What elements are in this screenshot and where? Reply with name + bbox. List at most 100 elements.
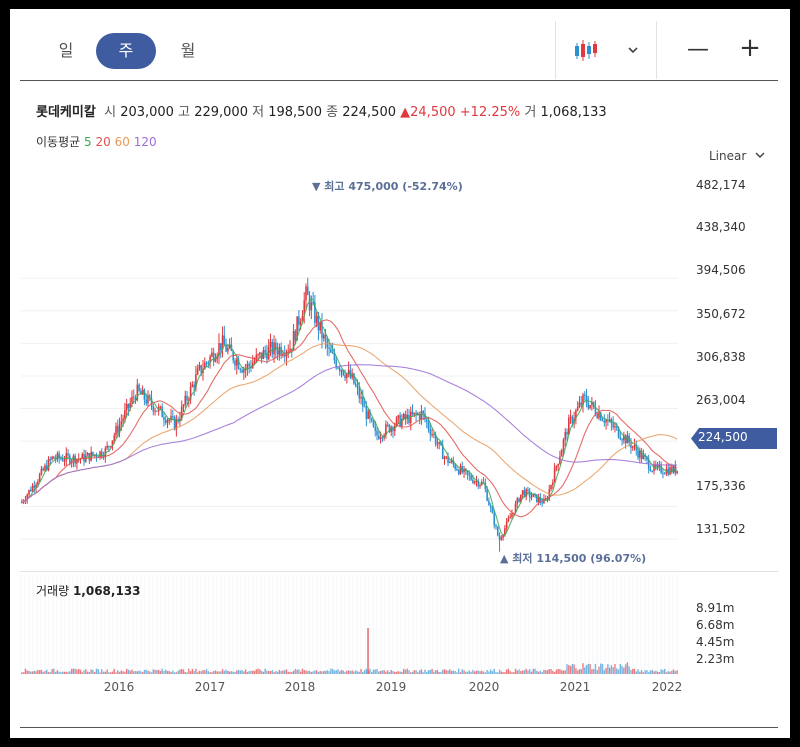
- candle-body: [266, 352, 268, 360]
- candle-body: [35, 484, 37, 488]
- volume-bar: [401, 671, 403, 674]
- candle-body: [319, 322, 322, 331]
- volume-bar: [78, 668, 80, 674]
- candle-body: [354, 383, 357, 386]
- volume-bar: [79, 669, 82, 674]
- candle-body: [527, 489, 529, 492]
- candle-body: [559, 456, 561, 464]
- candle-body: [292, 331, 295, 351]
- candle-body: [239, 368, 242, 370]
- candle-body: [26, 494, 29, 501]
- zoom-in-button[interactable]: +: [739, 33, 761, 63]
- volume-bar: [534, 668, 536, 674]
- scale-dropdown[interactable]: Linear: [709, 149, 766, 163]
- volume-bar: [381, 670, 384, 674]
- volume-bar: [644, 670, 646, 674]
- candle-body: [305, 286, 307, 301]
- volume-bar: [623, 667, 625, 674]
- candle-body: [191, 384, 194, 387]
- candle-body: [640, 450, 643, 459]
- volume-bar: [568, 665, 570, 674]
- candle-body: [81, 454, 84, 459]
- candle-body: [637, 450, 639, 458]
- volume-bar: [285, 669, 288, 674]
- zoom-out-button[interactable]: —: [687, 37, 709, 62]
- candle-body: [647, 459, 650, 470]
- volume-bar: [548, 669, 550, 674]
- volume-bar: [147, 670, 149, 674]
- volume-bar: [495, 672, 497, 674]
- volume-bar: [655, 670, 657, 674]
- candle-body: [253, 361, 256, 364]
- volume-bar: [102, 671, 105, 674]
- volume-bar: [466, 671, 469, 674]
- candle-body: [116, 426, 119, 433]
- volume-bar: [173, 672, 176, 674]
- volume-bar: [51, 669, 53, 674]
- volume-bar: [241, 670, 243, 674]
- volume-bar: [172, 670, 174, 674]
- volume-bar: [140, 671, 142, 674]
- volume-bar: [280, 671, 282, 674]
- tab-day[interactable]: 일: [58, 41, 74, 60]
- candle-body: [51, 456, 53, 460]
- candle-body: [552, 482, 554, 486]
- volume-bar: [557, 668, 559, 674]
- volume-bar: [253, 670, 256, 674]
- volume-bar: [37, 669, 39, 674]
- candle-body: [134, 397, 137, 401]
- volume-bar: [461, 669, 463, 674]
- candle-body: [395, 417, 398, 426]
- y-tick-label: 306,838: [696, 350, 746, 364]
- candle-body: [614, 426, 616, 428]
- close-value: 224,500: [342, 105, 396, 120]
- volume-bar: [463, 670, 465, 674]
- volume-bar: [591, 669, 593, 674]
- candle-body: [283, 355, 286, 357]
- volume-bar: [62, 671, 64, 674]
- candle-body: [408, 414, 410, 424]
- volume-bar: [374, 669, 376, 674]
- volume-bar: [600, 663, 602, 674]
- tab-week[interactable]: 주: [96, 33, 156, 69]
- volume-bar: [450, 670, 453, 674]
- candle-body: [489, 505, 492, 508]
- volume-bar: [186, 672, 188, 674]
- volume-bar: [674, 671, 677, 674]
- candle-body: [656, 465, 659, 468]
- volume-bar: [104, 671, 107, 674]
- volume-bar: [282, 670, 284, 674]
- candle-body: [655, 464, 657, 468]
- volume-bar: [193, 670, 195, 674]
- candle-body: [617, 427, 620, 438]
- candle-body: [525, 489, 527, 497]
- candle-body: [248, 363, 250, 366]
- volume-bar: [319, 670, 321, 674]
- price-chart[interactable]: [10, 9, 790, 738]
- candle-body: [109, 446, 112, 448]
- candle-body: [136, 384, 139, 401]
- volume-bar: [232, 671, 234, 674]
- candle-body: [301, 315, 304, 322]
- volume-bar: [205, 669, 208, 674]
- candle-body: [635, 445, 638, 451]
- volume-bar: [234, 671, 236, 674]
- volume-bar: [218, 671, 220, 674]
- candle-body: [56, 453, 59, 460]
- chart-type-dropdown[interactable]: [573, 37, 638, 65]
- volume-bar: [649, 670, 652, 674]
- tab-month[interactable]: 월: [180, 41, 196, 60]
- volume-bar: [648, 672, 650, 674]
- volume-label: 거래량: [36, 584, 70, 598]
- volume-bar: [415, 670, 417, 674]
- candle-body: [429, 428, 432, 435]
- candle-body: [662, 472, 664, 474]
- volume-bar: [580, 669, 582, 674]
- candle-body: [377, 435, 380, 439]
- volume-bar: [246, 671, 249, 674]
- candle-body: [31, 485, 34, 492]
- volume-bar: [518, 669, 520, 674]
- candle-body: [269, 341, 272, 347]
- volume-bar: [505, 669, 508, 674]
- candle-body: [374, 426, 377, 431]
